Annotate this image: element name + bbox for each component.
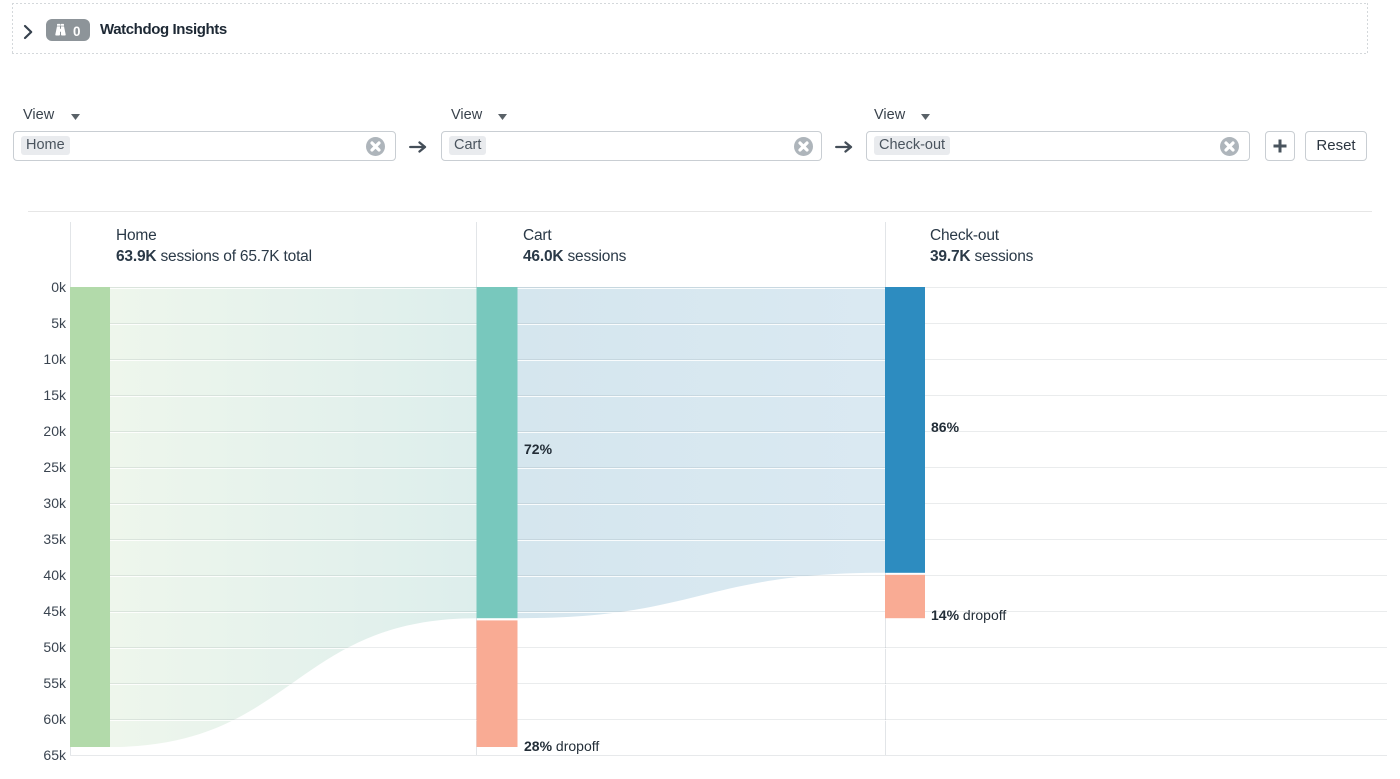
svg-text:65k: 65k bbox=[43, 747, 67, 763]
svg-text:39.7K sessions: 39.7K sessions bbox=[930, 248, 1034, 265]
svg-text:72%: 72% bbox=[524, 441, 553, 457]
svg-text:14% dropoff: 14% dropoff bbox=[931, 607, 1006, 623]
svg-text:15k: 15k bbox=[43, 387, 67, 403]
svg-text:55k: 55k bbox=[43, 675, 67, 691]
svg-text:0k: 0k bbox=[51, 279, 67, 295]
svg-text:40k: 40k bbox=[43, 567, 67, 583]
svg-text:20k: 20k bbox=[43, 423, 67, 439]
svg-text:60k: 60k bbox=[43, 711, 67, 727]
svg-text:5k: 5k bbox=[51, 315, 67, 331]
svg-text:Check-out: Check-out bbox=[930, 227, 1000, 244]
svg-text:63.9K sessions of 65.7K total: 63.9K sessions of 65.7K total bbox=[116, 248, 312, 265]
svg-text:25k: 25k bbox=[43, 459, 67, 475]
svg-text:30k: 30k bbox=[43, 495, 67, 511]
svg-text:86%: 86% bbox=[931, 419, 960, 435]
svg-text:Home: Home bbox=[116, 227, 157, 244]
svg-text:45k: 45k bbox=[43, 603, 67, 619]
svg-text:Cart: Cart bbox=[523, 227, 552, 244]
svg-text:28% dropoff: 28% dropoff bbox=[524, 738, 599, 754]
svg-text:50k: 50k bbox=[43, 639, 67, 655]
svg-text:10k: 10k bbox=[43, 351, 67, 367]
svg-text:46.0K sessions: 46.0K sessions bbox=[523, 248, 627, 265]
svg-text:35k: 35k bbox=[43, 531, 67, 547]
